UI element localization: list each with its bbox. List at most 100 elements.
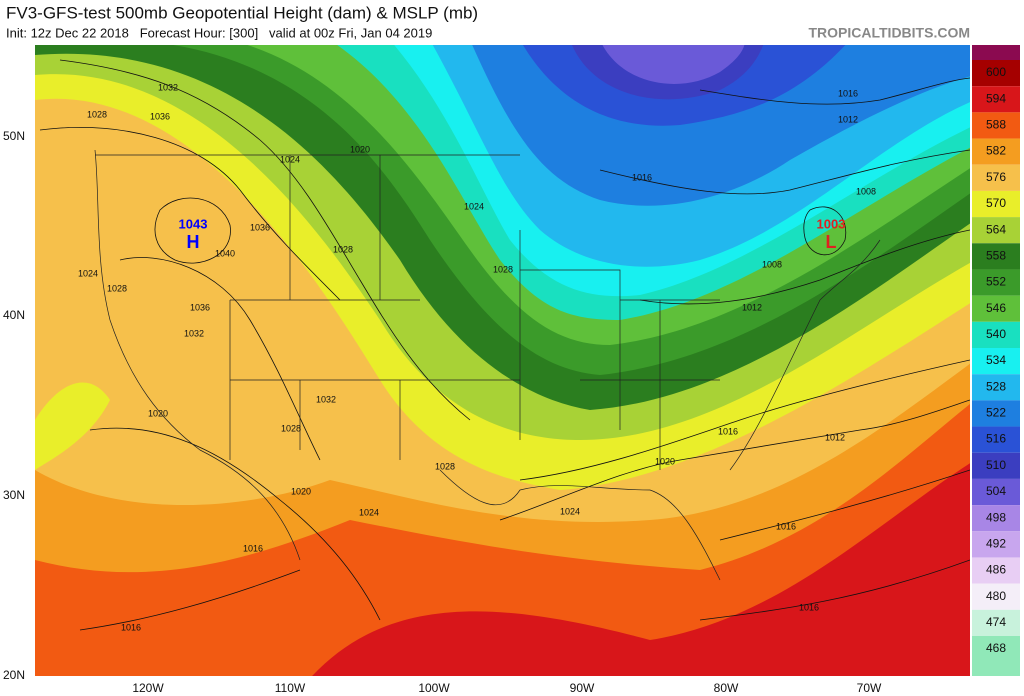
isobar <box>639 229 970 305</box>
isobar-label: 1024 <box>280 154 300 164</box>
colorbar-swatch <box>972 138 1020 165</box>
watermark: TROPICALTIDBITS.COM <box>808 25 970 41</box>
isobar-label: 1016 <box>838 88 858 98</box>
colorbar-label: 594 <box>986 91 1006 105</box>
isobar-label: 1016 <box>121 622 141 632</box>
isobar-label: 1028 <box>435 461 455 471</box>
isobar-label: 1032 <box>316 394 336 404</box>
lat-label: 40N <box>3 308 25 322</box>
colorbar-label: 498 <box>986 510 1006 524</box>
colorbar-label: 540 <box>986 327 1006 341</box>
isobar-label: 1024 <box>464 201 484 211</box>
colorbar-swatch <box>972 45 1020 60</box>
isobar-label: 1012 <box>838 114 858 124</box>
isobar-label: 1016 <box>718 426 738 436</box>
colorbar-label: 480 <box>986 589 1006 603</box>
colorbar-label: 504 <box>986 484 1006 498</box>
isobar-label: 1020 <box>350 144 370 154</box>
colorbar-label: 576 <box>986 170 1006 184</box>
isobar-label: 1028 <box>87 109 107 119</box>
isobar-label: 1012 <box>742 302 762 312</box>
lon-label: 80W <box>714 681 739 695</box>
isobar <box>79 569 301 631</box>
colorbar-swatch <box>972 321 1020 348</box>
isobar-label: 1040 <box>215 248 235 258</box>
colorbar-label: 516 <box>986 432 1006 446</box>
lat-label: 20N <box>3 668 25 682</box>
coast <box>94 149 881 581</box>
lat-label: 30N <box>3 488 25 502</box>
isobar <box>699 77 970 105</box>
map <box>35 45 970 676</box>
isobar-label: 1016 <box>632 172 652 182</box>
pressure-center-value: 1043 <box>179 216 208 231</box>
isobar <box>154 197 231 264</box>
height-band <box>602 45 745 84</box>
isobar-label: 1028 <box>281 423 301 433</box>
lon-label: 100W <box>418 681 450 695</box>
lon-label: 90W <box>570 681 595 695</box>
colorbar-label: 600 <box>986 65 1006 79</box>
colorbar-label: 558 <box>986 248 1006 262</box>
isobar-label: 1028 <box>493 264 513 274</box>
isobar-label: 1028 <box>333 244 353 254</box>
colorbar-label: 522 <box>986 406 1006 420</box>
colorbar-label: 588 <box>986 118 1006 132</box>
colorbar-swatch <box>972 452 1020 479</box>
isobar <box>59 59 471 421</box>
colorbar-label: 486 <box>986 563 1006 577</box>
isobar-label: 1020 <box>291 486 311 496</box>
colorbar-swatch <box>972 400 1020 427</box>
colorbar-label: 492 <box>986 536 1006 550</box>
lon-label: 110W <box>275 681 306 695</box>
border <box>95 154 720 470</box>
colorbar-swatch <box>972 217 1020 244</box>
isobar-label: 1036 <box>150 111 170 121</box>
colorbar-swatch <box>972 505 1020 532</box>
colorbar-swatch <box>972 583 1020 610</box>
colorbar-swatch <box>972 348 1020 375</box>
isobar <box>803 206 847 256</box>
isobar <box>699 559 970 621</box>
isobar-label: 1008 <box>762 259 782 269</box>
colorbar-swatch <box>972 636 1020 676</box>
colorbar-swatch <box>972 269 1020 296</box>
colorbar-label: 552 <box>986 275 1006 289</box>
colorbar-label: 474 <box>986 615 1006 629</box>
colorbar-swatch <box>972 243 1020 270</box>
colorbar-label: 510 <box>986 458 1006 472</box>
title: FV3-GFS-test 500mb Geopotential Height (… <box>6 3 478 22</box>
isobar-label: 1020 <box>148 408 168 418</box>
isobar-label: 1016 <box>776 521 796 531</box>
colorbar-swatch <box>972 426 1020 453</box>
colorbar-label: 564 <box>986 222 1006 236</box>
subtitle: Init: 12z Dec 22 2018 Forecast Hour: [30… <box>6 25 432 40</box>
colorbar-swatch <box>972 609 1020 636</box>
pressure-center-value: 1003 <box>817 216 846 231</box>
isobar <box>519 359 970 481</box>
isobar-label: 1024 <box>359 507 379 517</box>
isobar-label: 1024 <box>560 506 580 516</box>
colorbar: 600 594 588 582 576 570 564 558 552 546 540 534 528 5… <box>972 45 1020 676</box>
isobar-label: 1028 <box>107 283 127 293</box>
isobar <box>39 127 341 301</box>
isobar-label: 1036 <box>190 302 210 312</box>
isobar-label: 1008 <box>856 186 876 196</box>
isobar-label: 1016 <box>799 602 819 612</box>
isobar-label: 1016 <box>243 543 263 553</box>
isobar <box>599 149 970 195</box>
colorbar-label: 546 <box>986 301 1006 315</box>
isobar-label: 1032 <box>184 328 204 338</box>
colorbar-swatch <box>972 478 1020 506</box>
colorbar-swatch <box>972 557 1020 584</box>
isobar <box>499 399 970 521</box>
pressure-center: H <box>187 232 200 252</box>
colorbar-swatch <box>972 86 1020 113</box>
colorbar-label: 468 <box>986 641 1006 655</box>
colorbar-swatch <box>972 112 1020 139</box>
colorbar-label: 582 <box>986 144 1006 158</box>
colorbar-swatch <box>972 190 1020 218</box>
isobar-label: 1020 <box>655 456 675 466</box>
lon-label: 70W <box>857 681 882 695</box>
